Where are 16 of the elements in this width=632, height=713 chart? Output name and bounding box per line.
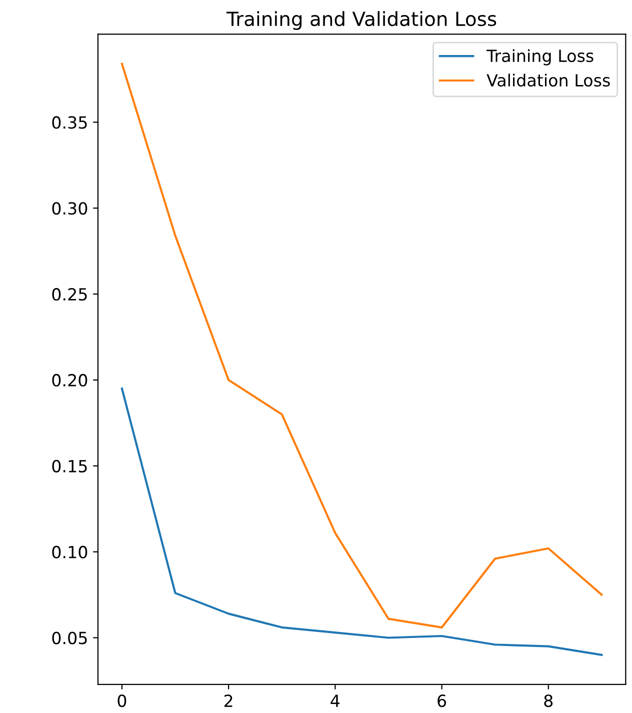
y-tick-label: 0.30 <box>52 202 88 215</box>
line-series <box>120 388 603 656</box>
legend-label: Training Loss <box>486 49 594 66</box>
y-tick-label: 0.10 <box>52 546 88 558</box>
x-tick-label: 8 <box>544 694 553 708</box>
legend-label: Validation Loss <box>486 74 610 87</box>
chart-title: Training and Validation Loss <box>226 11 496 30</box>
y-tick-label: 0.05 <box>52 632 87 644</box>
x-tick-label: 2 <box>224 694 232 707</box>
x-tick-label: 6 <box>438 694 446 708</box>
y-tick-label: 0.35 <box>52 116 87 129</box>
y-tick-label: 0.25 <box>52 288 87 301</box>
x-tick-label: 4 <box>330 694 340 707</box>
y-tick-label: 0.15 <box>52 460 87 472</box>
x-tick-label: 0 <box>118 694 126 708</box>
y-tick-label: 0.20 <box>52 374 88 387</box>
